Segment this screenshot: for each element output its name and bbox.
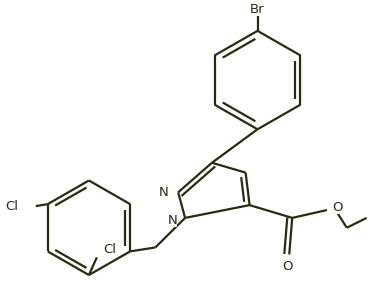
Text: N: N [167, 214, 177, 227]
Text: Cl: Cl [5, 200, 18, 213]
Text: Cl: Cl [103, 243, 116, 256]
Text: O: O [282, 260, 293, 273]
Text: N: N [159, 186, 168, 199]
Text: Br: Br [250, 3, 265, 16]
Text: O: O [332, 201, 342, 214]
